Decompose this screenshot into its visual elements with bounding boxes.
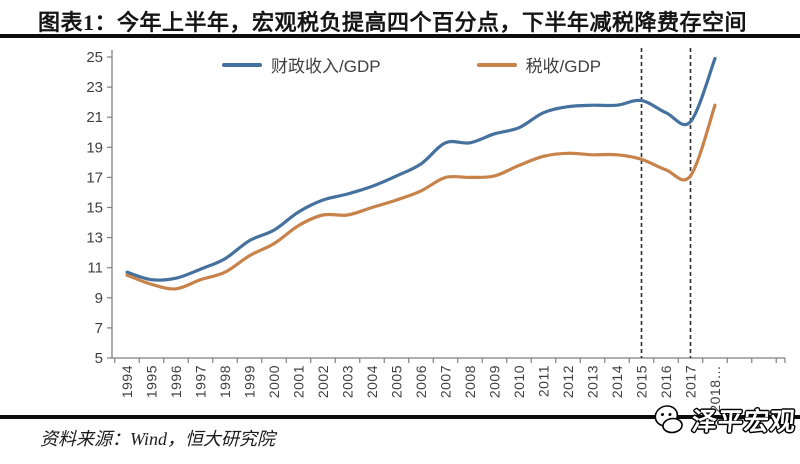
- face-logo-icon: [654, 405, 683, 434]
- watermark-text: 泽平宏观: [690, 408, 798, 436]
- fiscal-revenue-line: [125, 56, 717, 282]
- x-tick-label: 2008: [462, 365, 478, 398]
- x-tick-label: 1998: [217, 365, 233, 398]
- legend-label-tax: 税收/GDP: [525, 57, 602, 76]
- y-tick-label: 19: [86, 139, 103, 156]
- chart-area: 财政收入/GDP 税收/GDP 5 7 9 11 13 15 17 19 21 23 25 1994 1…: [0, 36, 800, 415]
- watermark: 泽平宏观: [650, 402, 797, 438]
- chart-title: 图表1：今年上半年，宏观税负提高四个百分点，下半年减税降费存空间: [38, 10, 748, 35]
- line-chart: 5 7 9 11 13 15 17 19 21 23 25 1994 1995 1996 1997 1998 1…: [86, 48, 786, 413]
- tax-line: [125, 103, 717, 291]
- legend-item-fiscal-revenue: 财政收入/GDP: [222, 52, 381, 77]
- x-tick-label: 2011: [536, 365, 552, 397]
- y-tick-label: 11: [87, 260, 103, 277]
- x-tick-label: 2004: [364, 365, 380, 398]
- x-tick-label: 2006: [413, 365, 429, 398]
- legend-swatch-tax: [476, 62, 517, 67]
- x-tick-label: 2005: [389, 365, 405, 398]
- x-tick-label: 2002: [315, 365, 331, 398]
- y-tick-label: 13: [86, 230, 103, 247]
- x-tick-label: 2015: [634, 365, 650, 398]
- x-tick-label: 2000: [266, 365, 282, 398]
- x-tick-label: 2007: [438, 365, 454, 398]
- x-tick-label: 2018…: [707, 365, 723, 413]
- x-tick-label: 1997: [193, 365, 209, 398]
- title-divider: [0, 34, 800, 38]
- legend-label-fiscal-revenue: 财政收入/GDP: [271, 57, 381, 76]
- x-tick-label: 2009: [487, 365, 503, 398]
- x-tick-label: 2003: [340, 365, 356, 398]
- y-tick-label: 25: [86, 49, 103, 66]
- chart-legend: 财政收入/GDP 税收/GDP: [222, 52, 601, 77]
- x-tick-label: 1995: [144, 365, 160, 398]
- x-tick-label: 2012: [560, 365, 576, 398]
- legend-swatch-fiscal-revenue: [222, 62, 262, 67]
- source-note: 资料来源：Wind，恒大研究院: [40, 429, 276, 449]
- x-tick-label: 2014: [609, 365, 625, 398]
- y-tick-label: 23: [86, 79, 103, 96]
- y-tick-label: 5: [95, 350, 103, 367]
- x-tick-label: 2001: [291, 365, 307, 398]
- footer-divider: [0, 415, 800, 419]
- y-tick-label: 15: [86, 200, 103, 217]
- x-tick-label: 1999: [242, 365, 258, 398]
- x-tick-label: 2010: [511, 365, 527, 398]
- y-tick-label: 17: [86, 169, 103, 186]
- y-tick-label: 9: [95, 290, 103, 307]
- x-tick-label: 1994: [119, 365, 135, 398]
- y-tick-label: 7: [95, 320, 103, 337]
- x-tick-label: 2017: [683, 365, 699, 398]
- x-tick-label: 2013: [585, 365, 601, 398]
- x-tick-label: 2016: [658, 365, 674, 398]
- y-tick-label: 21: [86, 109, 103, 126]
- x-tick-label: 1996: [168, 365, 184, 398]
- legend-item-tax: 税收/GDP: [476, 52, 602, 77]
